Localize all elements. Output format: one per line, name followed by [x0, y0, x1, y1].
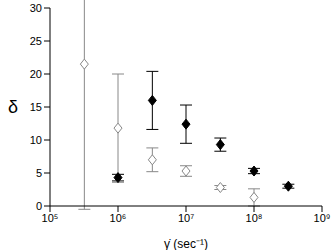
svg-text:10⁸: 10⁸ [246, 212, 263, 224]
svg-text:10⁵: 10⁵ [42, 212, 59, 224]
svg-text:20: 20 [30, 68, 42, 80]
svg-text:γ̇ (sec⁻¹): γ̇ (sec⁻¹) [164, 237, 208, 250]
svg-text:δ: δ [8, 97, 18, 117]
svg-text:5: 5 [36, 167, 42, 179]
svg-text:25: 25 [30, 35, 42, 47]
svg-text:10: 10 [30, 134, 42, 146]
svg-text:15: 15 [30, 101, 42, 113]
svg-text:0: 0 [36, 200, 42, 212]
svg-text:10⁶: 10⁶ [110, 212, 127, 224]
svg-text:10⁹: 10⁹ [314, 212, 326, 224]
svg-text:30: 30 [30, 2, 42, 14]
svg-text:10⁷: 10⁷ [178, 212, 194, 224]
